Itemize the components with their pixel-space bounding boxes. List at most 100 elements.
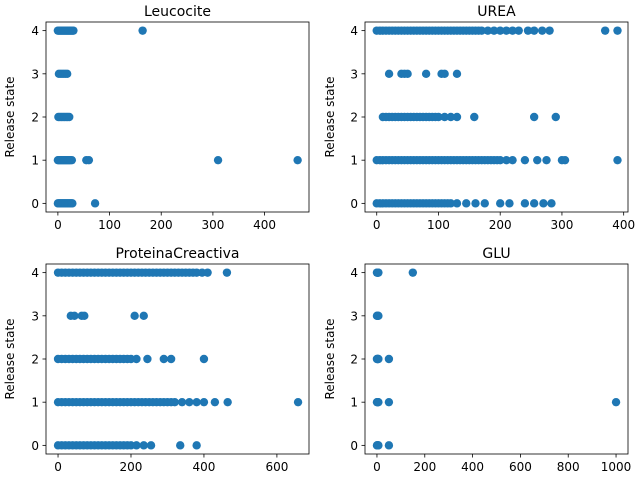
data-point xyxy=(470,112,479,122)
data-point xyxy=(529,199,539,208)
data-points xyxy=(372,268,621,450)
y-axis-label: Release state xyxy=(323,76,337,157)
x-tick-label: 200 xyxy=(413,460,436,474)
data-point xyxy=(600,26,610,35)
data-point xyxy=(146,441,156,450)
subplot-title: GLU xyxy=(482,246,510,262)
y-tick-label: 3 xyxy=(350,67,358,81)
y-tick-label: 1 xyxy=(350,396,358,410)
data-point xyxy=(537,26,547,35)
data-point xyxy=(203,268,212,277)
data-point xyxy=(70,311,79,321)
x-tick-label: 200 xyxy=(150,218,173,232)
data-point xyxy=(471,199,480,208)
data-point xyxy=(496,26,505,35)
x-tick-label: 800 xyxy=(557,460,580,474)
y-axis-label: Release state xyxy=(3,318,17,399)
data-point xyxy=(421,69,431,79)
data-point xyxy=(403,69,412,79)
data-point xyxy=(520,199,530,208)
data-point xyxy=(177,397,187,407)
subplot-leucocite: Leucocite Release state 0 100 200 300 400 0 1 2… xyxy=(3,4,310,232)
data-point xyxy=(159,354,169,364)
data-point xyxy=(502,155,511,165)
x-tick-label: 0 xyxy=(54,218,62,232)
y-tick-label: 4 xyxy=(31,24,39,38)
y-tick-label: 2 xyxy=(350,353,358,367)
data-point xyxy=(62,69,72,79)
data-point xyxy=(374,397,383,407)
data-point xyxy=(293,155,302,165)
data-point xyxy=(613,155,622,165)
y-tick-label: 0 xyxy=(350,439,358,453)
y-tick-label: 2 xyxy=(350,111,358,125)
data-point xyxy=(523,26,533,35)
x-tick-label: 400 xyxy=(253,218,276,232)
data-point xyxy=(384,441,394,450)
axes-frame xyxy=(45,21,310,213)
y-tick-label: 1 xyxy=(31,154,39,168)
subplot-urea: UREA Release state 0 100 200 300 400 0 1 2 3 4 xyxy=(323,4,635,232)
data-point xyxy=(213,155,223,165)
data-point xyxy=(192,441,201,450)
subplot-title: ProteinaCreactiva xyxy=(115,246,239,262)
data-point xyxy=(533,155,542,165)
data-points xyxy=(372,26,622,208)
x-tick-label: 100 xyxy=(98,218,121,232)
x-tick-label: 200 xyxy=(489,218,512,232)
data-point xyxy=(374,311,383,321)
x-tick-label: 0 xyxy=(54,460,62,474)
y-tick-label: 1 xyxy=(31,396,39,410)
axes-frame xyxy=(45,263,310,455)
data-point xyxy=(452,199,462,208)
data-point xyxy=(65,112,74,122)
data-point xyxy=(199,354,209,364)
data-point xyxy=(434,112,443,122)
y-tick-label: 4 xyxy=(350,266,358,280)
data-point xyxy=(480,199,489,208)
data-point xyxy=(166,354,176,364)
y-axis-label: Release state xyxy=(323,318,337,399)
x-tick-label: 400 xyxy=(612,218,635,232)
data-point xyxy=(502,26,511,35)
data-point xyxy=(529,112,539,122)
data-points xyxy=(53,268,303,450)
y-tick-label: 0 xyxy=(31,197,39,211)
data-point xyxy=(69,26,78,35)
y-tick-label: 4 xyxy=(31,266,39,280)
data-point xyxy=(505,199,514,208)
data-point xyxy=(483,26,493,35)
data-point xyxy=(462,199,471,208)
data-point xyxy=(545,26,554,35)
data-point xyxy=(139,441,148,450)
subplot-title: Leucocite xyxy=(144,4,211,20)
data-point xyxy=(185,397,194,407)
y-tick-label: 3 xyxy=(31,309,39,323)
y-tick-label: 4 xyxy=(350,24,358,38)
data-point xyxy=(508,26,517,35)
data-point xyxy=(514,26,523,35)
data-point xyxy=(529,26,539,35)
y-axis-label: Release state xyxy=(3,76,17,157)
x-tick-label: 400 xyxy=(192,460,215,474)
data-point xyxy=(440,112,449,122)
subplot-proteinacreactiva: ProteinaCreactiva Release state 0 200 400 6… xyxy=(3,246,310,474)
data-point xyxy=(143,354,152,364)
x-tick-label: 0 xyxy=(373,218,381,232)
data-point xyxy=(489,26,499,35)
data-point xyxy=(374,268,383,277)
x-tick-label: 600 xyxy=(265,460,288,474)
x-tick-label: 0 xyxy=(373,460,381,474)
axes-frame xyxy=(364,21,629,213)
data-point xyxy=(210,397,220,407)
data-point xyxy=(80,311,89,321)
y-tick-label: 0 xyxy=(31,439,39,453)
data-point xyxy=(199,397,209,407)
y-tick-label: 2 xyxy=(31,111,39,125)
data-points xyxy=(53,26,302,208)
y-tick-label: 3 xyxy=(350,309,358,323)
data-point xyxy=(132,441,141,450)
data-point xyxy=(496,199,505,208)
x-tick-label: 100 xyxy=(427,218,450,232)
